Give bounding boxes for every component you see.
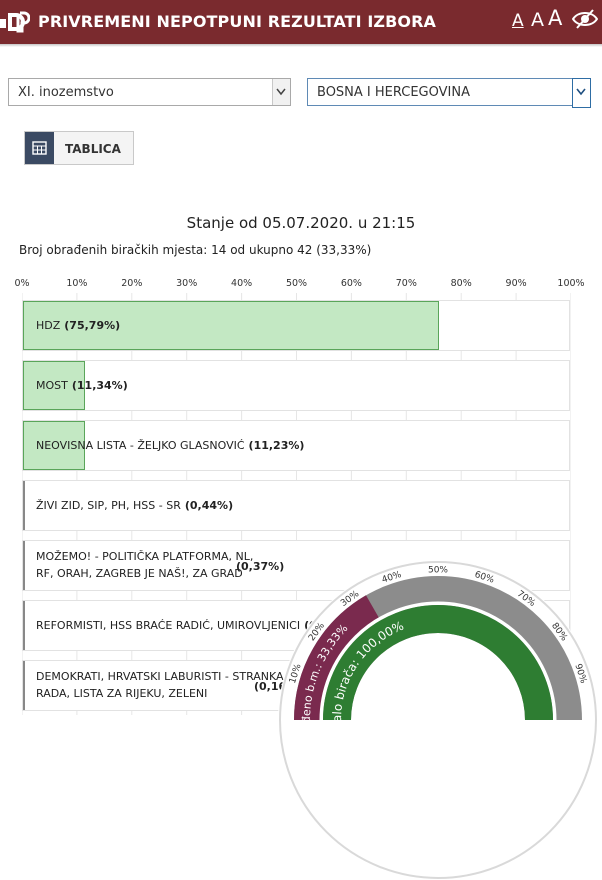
x-tick-label: 100% xyxy=(557,278,585,289)
bar-party-name: MOŽEMO! - POLITIČKA PLATFORMA, NL, xyxy=(36,550,254,563)
country-select[interactable]: BOSNA I HERCEGOVINA xyxy=(307,78,591,108)
x-tick-label: 50% xyxy=(285,278,308,289)
bar-party-name-line2: RADA, LISTA ZA RIJEKU, ZELENI xyxy=(36,687,208,700)
bar-fill xyxy=(23,421,85,470)
bar-label: ŽIVI ZID, SIP, PH, HSS - SR (0,44%) xyxy=(36,497,233,514)
x-tick-label: 0% xyxy=(14,278,30,289)
x-tick-label: 80% xyxy=(450,278,472,289)
progress-gauge: 10%20%30%40% 50% 60%70%80%90%Obrađeno b.m.… xyxy=(278,560,598,880)
accessibility-eye-icon[interactable] xyxy=(572,8,598,30)
bar-row: NEOVISNA LISTA - ŽELJKO GLASNOVIĆ (11,23%… xyxy=(22,420,570,471)
header-bar: PRIVREMENI NEPOTPUNI REZULTATI IZBORA A … xyxy=(0,0,602,44)
gauge-tick-label: 50% xyxy=(428,566,448,576)
header-shadow xyxy=(0,44,602,47)
bar-row: MOŽEMO! - POLITIČKA PLATFORMA, NL, RF, OR… xyxy=(22,540,570,591)
x-tick-label: 40% xyxy=(231,278,253,289)
bar-fill xyxy=(23,661,25,710)
x-tick-label: 20% xyxy=(121,278,143,289)
chart-x-axis: 0% 10% 20% 30% 40% 50% 60% 70% 80% 90% 100% xyxy=(0,278,602,294)
gauge-center xyxy=(352,634,524,806)
bar-label: MOŽEMO! - POLITIČKA PLATFORMA, NL, RF, OR… xyxy=(36,548,284,582)
bar-fill xyxy=(23,301,440,350)
bar-fill xyxy=(23,601,25,650)
bar-value-label: (0,37%) xyxy=(236,560,285,573)
bar-party-name: REFORMISTI, HSS BRAĆE RADIĆ, UMIROVLJENI… xyxy=(36,619,301,632)
x-tick-label: 60% xyxy=(340,278,362,289)
bar-label: HDZ (75,79%) xyxy=(36,317,120,334)
processed-count: Broj obrađenih biračkih mjesta: 14 od uk… xyxy=(19,243,372,257)
constituency-value: XI. inozemstvo xyxy=(18,85,114,100)
x-tick-label: 30% xyxy=(176,278,198,289)
country-value: BOSNA I HERCEGOVINA xyxy=(317,85,470,100)
bar-fill xyxy=(23,481,26,530)
table-view-label: TABLICA xyxy=(65,142,121,156)
table-view-button[interactable]: TABLICA xyxy=(24,131,134,165)
bar-fill xyxy=(23,361,86,410)
bar-label: NEOVISNA LISTA - ŽELJKO GLASNOVIĆ (11,23%… xyxy=(36,437,304,454)
gauge-turnout-fill xyxy=(323,605,553,721)
x-tick-label: 90% xyxy=(505,278,527,289)
bar-row: HDZ (75,79%) xyxy=(22,300,570,351)
bar-party-name: ŽIVI ZID, SIP, PH, HSS - SR xyxy=(36,499,181,512)
font-size-large-button[interactable]: A xyxy=(548,6,563,30)
font-size-medium-button[interactable]: A xyxy=(531,9,544,31)
bar-row: MOST (11,34%) xyxy=(22,360,570,411)
bar-row: ŽIVI ZID, SIP, PH, HSS - SR (0,44%) xyxy=(22,480,570,531)
x-tick-label: 70% xyxy=(395,278,417,289)
bar-party-name-line2: RF, ORAH, ZAGREB JE NAŠ!, ZA GRAD xyxy=(36,567,243,580)
dip-logo-icon xyxy=(0,11,30,33)
bar-label: DEMOKRATI, HRVATSKI LABURISTI - STRANKA R… xyxy=(36,668,302,702)
bar-value-label: (75,79%) xyxy=(64,319,121,332)
font-size-small-button[interactable]: A xyxy=(512,11,524,31)
bar-value-label: (11,34%) xyxy=(71,379,128,392)
chevron-down-icon[interactable] xyxy=(572,78,591,108)
bar-party-name: NEOVISNA LISTA - ŽELJKO GLASNOVIĆ xyxy=(36,439,245,452)
table-icon xyxy=(25,132,54,164)
bar-label: MOST (11,34%) xyxy=(36,377,128,394)
page-title: PRIVREMENI NEPOTPUNI REZULTATI IZBORA xyxy=(38,12,436,31)
constituency-select[interactable]: XI. inozemstvo xyxy=(8,78,291,106)
bar-value-label: (0,44%) xyxy=(184,499,234,512)
bar-fill xyxy=(23,541,26,590)
x-tick-label: 10% xyxy=(66,278,88,289)
gauge-processed-fill xyxy=(294,595,380,721)
bar-party-name: MOST xyxy=(36,379,68,392)
bar-party-name: DEMOKRATI, HRVATSKI LABURISTI - STRANKA xyxy=(36,670,284,683)
bar-party-name: HDZ xyxy=(36,319,61,332)
chevron-down-icon[interactable] xyxy=(272,79,290,105)
bar-value-label: (11,23%) xyxy=(248,439,305,452)
status-timestamp: Stanje od 05.07.2020. u 21:15 xyxy=(186,214,416,232)
